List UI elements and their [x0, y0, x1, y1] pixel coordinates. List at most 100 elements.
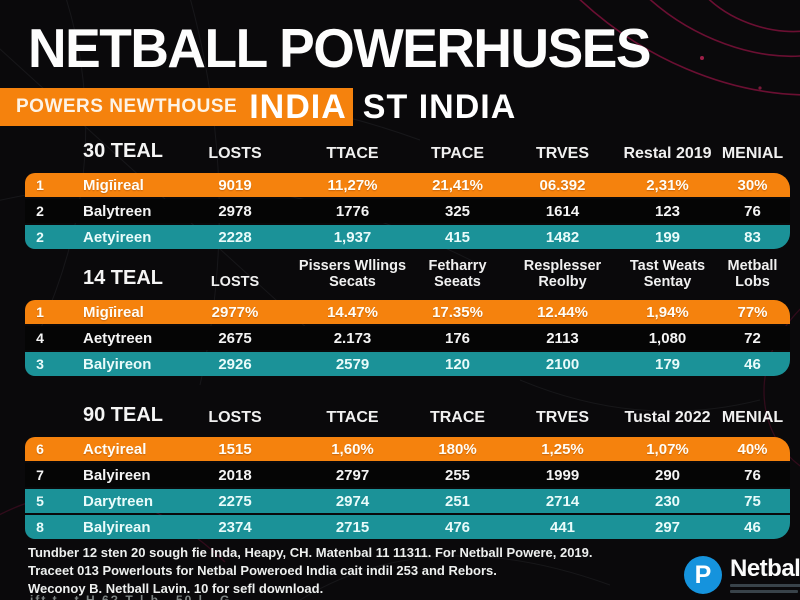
table-14-teal: 14 TEAL LOSTS Pissers Wllings Secats Fet…	[25, 258, 790, 377]
column-header: LOSTS	[210, 274, 260, 291]
subtitle-highlight-band: POWERS NEWTHOUSE INDIA	[0, 88, 353, 126]
cell-value: 123	[654, 202, 681, 220]
column-header: TRACE	[429, 409, 486, 427]
cell-value: 2797	[335, 466, 370, 484]
table-body: 1 Migīireal 2977% 14.47% 17.35% 12.44% 1…	[25, 300, 790, 377]
cell-value: 180%	[438, 440, 477, 458]
cell-value: 30%	[737, 176, 768, 194]
cell-value: 76	[744, 202, 761, 220]
subtitle-bar: POWERS NEWTHOUSE INDIA ST INDIA	[0, 88, 516, 126]
cell-value: 2113	[546, 329, 579, 347]
cell-value: 297	[654, 518, 681, 536]
column-header: MENIAL	[721, 409, 784, 427]
cell-value: 1776	[335, 202, 370, 220]
table-row: 3 Balyireon 2926 2579 120 2100 179 46	[25, 352, 790, 377]
cell-value: 21,41%	[432, 176, 483, 194]
cell-value: 1,94%	[646, 303, 689, 321]
column-header: MENIAL	[721, 145, 784, 163]
cell-value: 441	[549, 518, 576, 536]
column-header: TRVES	[535, 145, 590, 163]
cell-value: 199	[654, 228, 681, 246]
team-name: Actyireal	[83, 440, 147, 458]
cell-value: 2675	[218, 329, 252, 347]
table-row: 1 Migīireal 9019 11,27% 21,41% 06.392 2,…	[25, 173, 790, 197]
cell-value: 325	[444, 202, 471, 220]
team-name: Balyirean	[83, 518, 151, 536]
team-name: Aetyireen	[83, 228, 152, 246]
cell-value: 83	[744, 228, 761, 246]
rank-badge: 8	[36, 519, 44, 535]
logo-text-block: Netball	[730, 557, 800, 593]
table-title: 14 TEAL	[83, 267, 164, 290]
cell-value: 77%	[737, 303, 768, 321]
table-body: 6 Actyireal 1515 1,60% 180% 1,25% 1,07% …	[25, 437, 790, 539]
team-name: Balyireen	[83, 466, 151, 484]
subtitle-india-text: INDIA	[249, 87, 347, 126]
cell-value: 2374	[218, 518, 252, 536]
cell-value: 75	[744, 492, 761, 510]
rank-badge: 6	[36, 441, 44, 457]
cell-value: 415	[444, 228, 471, 246]
column-header: TRVES	[535, 409, 590, 427]
cell-value: 255	[444, 466, 471, 484]
rank-badge: 7	[36, 467, 44, 483]
logo-tagline-decoration	[730, 584, 800, 587]
team-name: Aetytreen	[83, 329, 153, 347]
table-30-teal: 30 TEAL LOSTS TTACE TPACE TRVES Restal 2…	[25, 140, 790, 249]
column-header: Restal 2019	[623, 145, 712, 163]
cell-value: 46	[744, 518, 761, 536]
cell-value: 11,27%	[327, 176, 378, 194]
column-header: TPACE	[430, 145, 485, 163]
cell-value: 230	[654, 492, 681, 510]
cell-value: 2714	[545, 492, 580, 510]
column-header: TTACE	[326, 145, 379, 163]
subtitle-small-text: POWERS NEWTHOUSE	[16, 96, 238, 117]
table-header-row: 30 TEAL LOSTS TTACE TPACE TRVES Restal 2…	[25, 140, 790, 163]
cell-value: 1482	[545, 228, 580, 246]
cell-value: 2926	[218, 355, 252, 373]
rank-badge: 5	[36, 493, 44, 509]
column-header: Tustal 2022	[624, 409, 711, 427]
logo-tagline-decoration	[730, 590, 798, 593]
table-header-row: 14 TEAL LOSTS Pissers Wllings Secats Fet…	[25, 258, 790, 290]
cell-value: 2018	[218, 466, 252, 484]
rank-badge: 4	[36, 330, 44, 347]
cell-value: 14.47%	[327, 303, 378, 321]
cell-value: 2974	[335, 492, 370, 510]
table-row: 4 Aetytreen 2675 2.173 176 2113 1,080 72	[25, 326, 790, 351]
page-title: NETBALL POWERHUSES	[28, 17, 651, 79]
team-name: Migīireal	[83, 176, 144, 194]
cell-value: 9019	[218, 176, 252, 194]
rank-badge: 3	[36, 356, 44, 373]
table-row: 1 Migīireal 2977% 14.47% 17.35% 12.44% 1…	[25, 300, 790, 325]
column-header: TTACE	[326, 409, 379, 427]
netball-logo: P Netball	[684, 556, 800, 594]
cell-value: 2977%	[211, 303, 259, 321]
cell-value: 40%	[737, 440, 768, 458]
cell-value: 46	[744, 355, 761, 373]
cell-value: 2275	[218, 492, 252, 510]
rank-badge: 1	[36, 304, 44, 321]
cell-value: 2.173	[333, 329, 372, 347]
table-row: 2 Aetyireen 2228 1,937 415 1482 199 83	[25, 225, 790, 249]
column-header: LOSTS	[208, 409, 262, 427]
table-row: 8 Balyirean 2374 2715 476 441 297 46	[25, 515, 790, 539]
cell-value: 290	[654, 466, 681, 484]
cell-value: 12.44%	[537, 303, 588, 321]
rank-badge: 1	[36, 177, 44, 193]
cell-value: 06.392	[539, 176, 586, 194]
footer-partial-line: ift t . t H 6? T l b . 50 l . G . . .	[30, 593, 264, 600]
cell-value: 476	[444, 518, 471, 536]
table-title: 90 TEAL	[83, 404, 164, 426]
cell-value: 2978	[218, 202, 252, 220]
cell-value: 2,31%	[646, 176, 689, 194]
cell-value: 1515	[218, 440, 252, 458]
cell-value: 1,25%	[541, 440, 584, 458]
cell-value: 176	[444, 329, 471, 347]
cell-value: 2100	[545, 355, 580, 373]
logo-name: Netball	[730, 555, 800, 582]
column-header: Pissers Wllings Secats	[298, 258, 407, 291]
cell-value: 17.35%	[432, 303, 483, 321]
footer-note-line: Tundber 12 sten 20 sough fie Inda, Heapy…	[28, 545, 593, 560]
